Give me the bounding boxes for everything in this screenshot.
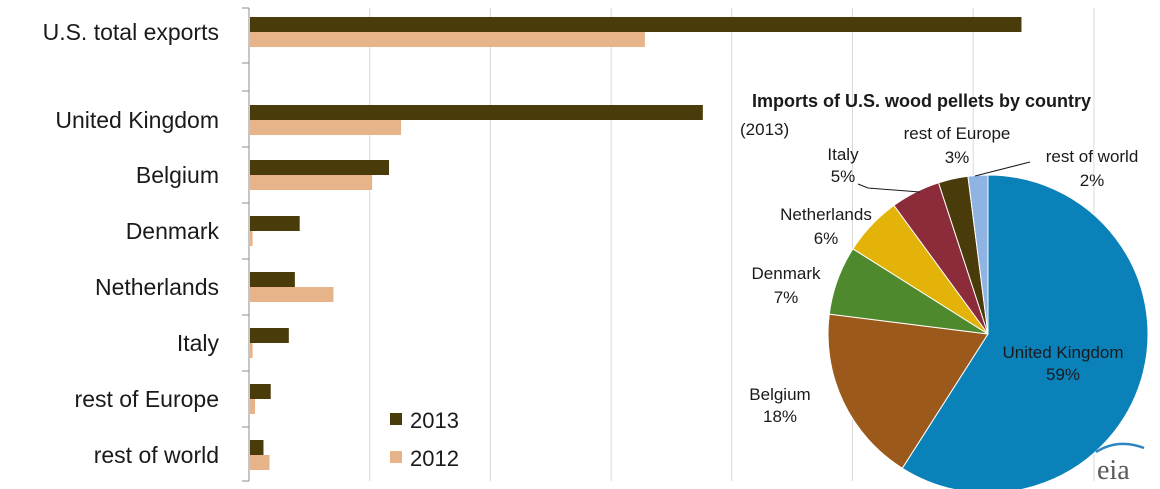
category-labels: U.S. total exports United Kingdom Belgium D… [43, 19, 220, 468]
pie-label-denmark-pct: 7% [774, 288, 799, 307]
bar-2012-italy [250, 343, 253, 358]
eia-logo-swoosh [1095, 442, 1145, 454]
pie-label-rest-of-world-pct: 2% [1080, 171, 1105, 190]
bar-2012-united-kingdom [250, 120, 402, 135]
bar-2013-u-s-total-exports [250, 17, 1022, 32]
pie-title: Imports of U.S. wood pellets by country [752, 91, 1091, 111]
pie-label-rest-of-europe-name: rest of Europe [904, 124, 1011, 143]
pie-label-rest-of-europe-pct: 3% [945, 148, 970, 167]
legend: 2013 2012 [390, 408, 459, 471]
category-label-united-kingdom: United Kingdom [55, 107, 219, 133]
pie-label-belgium-name: Belgium [749, 385, 810, 404]
bar-2012-denmark [250, 231, 253, 246]
legend-swatch-2013 [390, 413, 402, 425]
bar-2012-u-s-total-exports [250, 32, 645, 47]
category-label-rest-of-world: rest of world [94, 442, 219, 468]
eia-logo-text: eia [1097, 455, 1130, 486]
leader-line-italy [857, 183, 921, 193]
pie-label-italy-name: Italy [827, 145, 859, 164]
bar-2013-rest-of-europe [250, 384, 271, 399]
pie-label-denmark-name: Denmark [752, 264, 821, 283]
bar-2013-italy [250, 328, 289, 343]
pie-label-belgium-pct: 18% [763, 407, 797, 426]
legend-swatch-2012 [390, 451, 402, 463]
category-label-denmark: Denmark [126, 218, 220, 244]
category-label-u-s-total-exports: U.S. total exports [43, 19, 219, 45]
bar-2013-denmark [250, 216, 300, 231]
legend-label-2012: 2012 [410, 446, 459, 471]
eia-logo: eia [1095, 442, 1145, 486]
category-label-rest-of-europe: rest of Europe [75, 386, 219, 412]
bar-series [250, 17, 1022, 470]
category-label-belgium: Belgium [136, 162, 219, 188]
bar-2012-rest-of-world [250, 455, 270, 470]
pie-labels: United Kingdom 59% Belgium 18% Denmark 7… [749, 124, 1138, 426]
pie-slice-united-kingdom [901, 174, 1149, 489]
bar-2013-netherlands [250, 272, 295, 287]
legend-label-2013: 2013 [410, 408, 459, 433]
pie-slices [827, 174, 1149, 489]
pie-label-netherlands-pct: 6% [814, 229, 839, 248]
category-label-italy: Italy [177, 330, 220, 356]
bar-2013-rest-of-world [250, 440, 264, 455]
bar-2013-belgium [250, 160, 390, 175]
leader-line-rest-of-world [974, 161, 1031, 177]
category-label-netherlands: Netherlands [95, 274, 219, 300]
bar-2012-rest-of-europe [250, 399, 256, 414]
pie-slice-belgium [827, 313, 989, 469]
pie-label-italy-pct: 5% [831, 167, 856, 186]
bar-2012-belgium [250, 175, 373, 190]
y-axis-ticks [242, 7, 249, 482]
bar-2012-netherlands [250, 287, 334, 302]
pie-subtitle: (2013) [740, 120, 789, 139]
pie-leader-lines [857, 161, 1031, 193]
pie-chart: Imports of U.S. wood pellets by country … [740, 91, 1149, 489]
pie-label-netherlands-name: Netherlands [780, 205, 872, 224]
pie-label-uk-name: United Kingdom [1003, 343, 1124, 362]
bar-2013-united-kingdom [250, 105, 703, 120]
pie-label-rest-of-world-name: rest of world [1046, 147, 1139, 166]
pie-label-uk-pct: 59% [1046, 365, 1080, 384]
